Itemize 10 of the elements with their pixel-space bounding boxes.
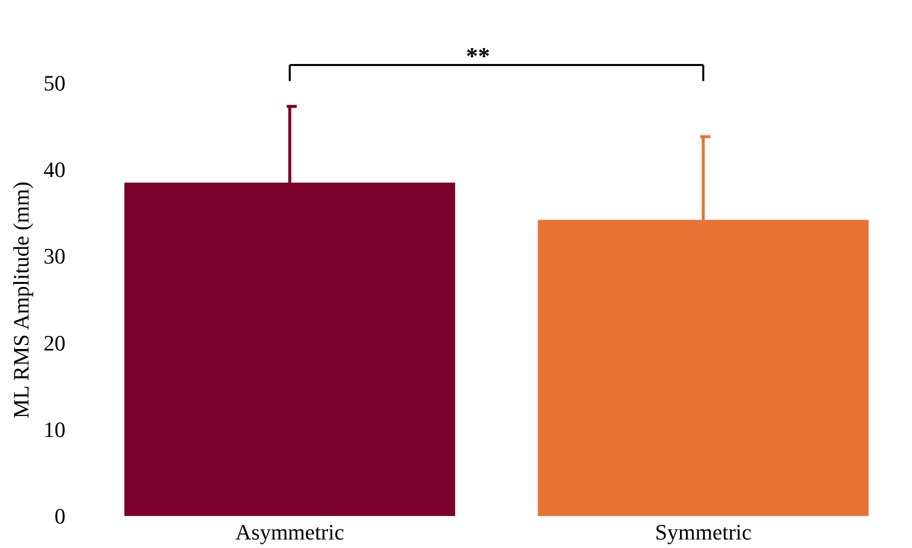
x-tick-label: Asymmetric xyxy=(235,520,344,544)
y-tick-label: 40 xyxy=(44,157,66,182)
y-axis-title: ML RMS Amplitude (mm) xyxy=(8,182,34,418)
y-tick-label: 50 xyxy=(44,70,66,96)
y-tick-label: 30 xyxy=(44,244,66,269)
y-tick-label: 10 xyxy=(44,416,66,442)
y-tick-label: 20 xyxy=(44,330,66,356)
text: ** xyxy=(466,44,490,70)
y-tick-label: 0 xyxy=(54,504,66,528)
x-tick-label: Symmetric xyxy=(654,520,752,544)
